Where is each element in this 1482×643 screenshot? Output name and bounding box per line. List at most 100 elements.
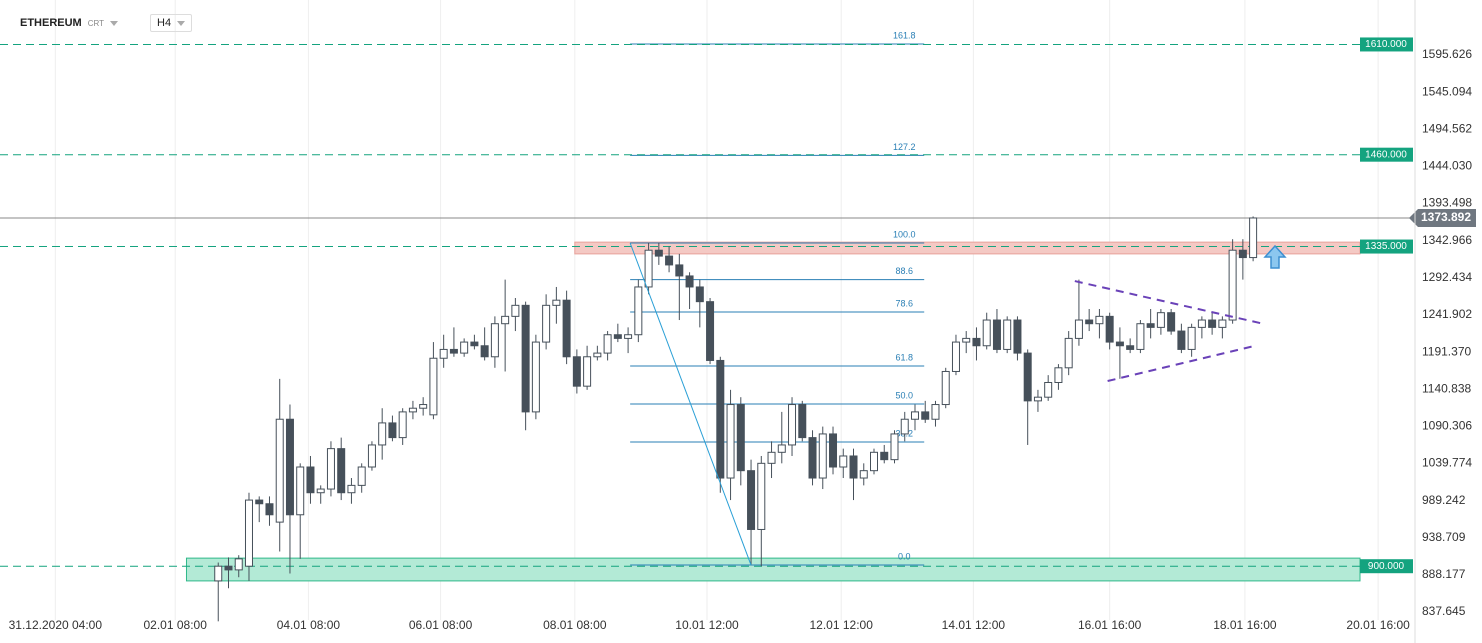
x-tick-label: 10.01 12:00: [675, 618, 739, 632]
x-tick-label: 20.01 16:00: [1346, 618, 1410, 632]
y-tick-label: 888.177: [1422, 567, 1466, 581]
candle-body: [1085, 319, 1094, 325]
trendline: [629, 242, 752, 566]
timeframe-caret: [177, 20, 186, 26]
x-tick-label: 02.01 08:00: [144, 618, 208, 632]
level-tag: [1360, 239, 1413, 254]
x-tick-label: 16.01 16:00: [1078, 618, 1142, 632]
candle-body: [726, 404, 735, 479]
candle-body: [234, 558, 243, 571]
candle-body: [1228, 249, 1237, 321]
candle-body: [367, 444, 376, 468]
candle-body: [624, 334, 633, 339]
y-tick-label: 1342.966: [1422, 233, 1472, 247]
candle-body: [634, 286, 643, 336]
candle-body: [1238, 249, 1247, 259]
instrument-type: CRT: [87, 18, 105, 28]
candle-body: [357, 466, 366, 486]
candle-body: [521, 304, 530, 413]
candle-body: [1126, 345, 1135, 350]
fib-label: 78.6: [895, 298, 913, 308]
candle-body: [910, 411, 919, 420]
symbol-dropdown[interactable]: [110, 20, 119, 26]
candle-body: [285, 418, 294, 516]
candle-body: [562, 299, 571, 358]
candle-body: [337, 448, 346, 494]
candle-body: [1044, 381, 1053, 398]
y-tick-label: 1241.902: [1422, 307, 1472, 321]
levels: 1610.000 1460.000 1335.000 900.000 1373.892: [0, 37, 1476, 574]
candle-body: [429, 357, 438, 416]
candle-body: [511, 304, 520, 317]
candle-body: [941, 370, 950, 406]
candle-body: [1033, 396, 1042, 402]
candle-body: [849, 455, 858, 479]
candle-body: [1249, 217, 1258, 259]
y-tick-label: 1140.838: [1422, 381, 1471, 395]
candles: [214, 216, 1258, 622]
candle-body: [439, 348, 448, 359]
zone: [185, 557, 1361, 582]
candle-body: [880, 451, 889, 461]
fib-label: 0.0: [898, 551, 911, 561]
candle-body: [408, 407, 417, 413]
candle-body: [255, 499, 264, 505]
candle-body: [757, 462, 766, 530]
candle-body: [244, 499, 253, 567]
candle-body: [808, 437, 817, 479]
timeframe: H4: [157, 17, 172, 29]
candle-body: [982, 319, 991, 347]
candle-body: [490, 323, 499, 358]
candle-body: [829, 433, 838, 468]
level-label: 1335.000: [1365, 241, 1407, 252]
y-tick-label: 1545.094: [1422, 84, 1472, 98]
candle-body: [1074, 319, 1083, 339]
timeframe-select[interactable]: H4: [150, 14, 193, 32]
candle-body: [378, 422, 387, 446]
up-arrow: [1263, 244, 1287, 269]
candle-body: [531, 341, 540, 413]
candle-body: [931, 404, 940, 420]
candle-body: [583, 356, 592, 387]
candle-body: [747, 470, 756, 530]
y-tick-label: 1444.030: [1422, 159, 1472, 173]
x-tick-label: 08.01 08:00: [543, 618, 607, 632]
level-label: 900.000: [1368, 561, 1405, 572]
candle-body: [552, 299, 561, 306]
candle-body: [1208, 319, 1217, 328]
x-tick-label: 06.01 08:00: [409, 618, 473, 632]
x-tick-label: 14.01 12:00: [942, 618, 1006, 632]
axes: 1595.626 1545.094 1494.562 1444.030 1393.498…: [9, 47, 1473, 632]
candle-body: [1218, 319, 1227, 328]
candle-body: [665, 255, 674, 266]
candle-body: [1064, 337, 1073, 369]
x-tick-label: 04.01 08:00: [277, 618, 341, 632]
candle-body: [296, 466, 305, 516]
x-tick-label: 12.01 12:00: [810, 618, 874, 632]
candle-body: [1054, 367, 1063, 383]
trendlines: [629, 242, 1265, 566]
y-tick-label: 1292.434: [1422, 270, 1472, 284]
candle-body: [347, 484, 356, 494]
candle-body: [306, 466, 315, 494]
candle-body: [859, 470, 868, 479]
x-tick-label: 18.01 16:00: [1213, 618, 1277, 632]
candle-body: [214, 565, 223, 582]
fib-label: 127.2: [893, 142, 916, 152]
last-price-tag: [1409, 208, 1476, 227]
candle-body: [572, 356, 581, 387]
header: ETHEREUM CRT H4: [20, 14, 193, 32]
candle-body: [890, 433, 899, 461]
symbol[interactable]: ETHEREUM: [20, 17, 82, 29]
candle-body: [265, 503, 274, 516]
trendline: [1107, 344, 1256, 382]
candle-body: [716, 359, 725, 479]
candle-body: [972, 337, 981, 347]
candle-body: [326, 448, 335, 490]
x-tick-label: 31.12.2020 04:00: [9, 618, 103, 632]
level-tag: [1360, 147, 1413, 162]
candle-body: [275, 418, 284, 523]
candle-body: [419, 404, 428, 409]
